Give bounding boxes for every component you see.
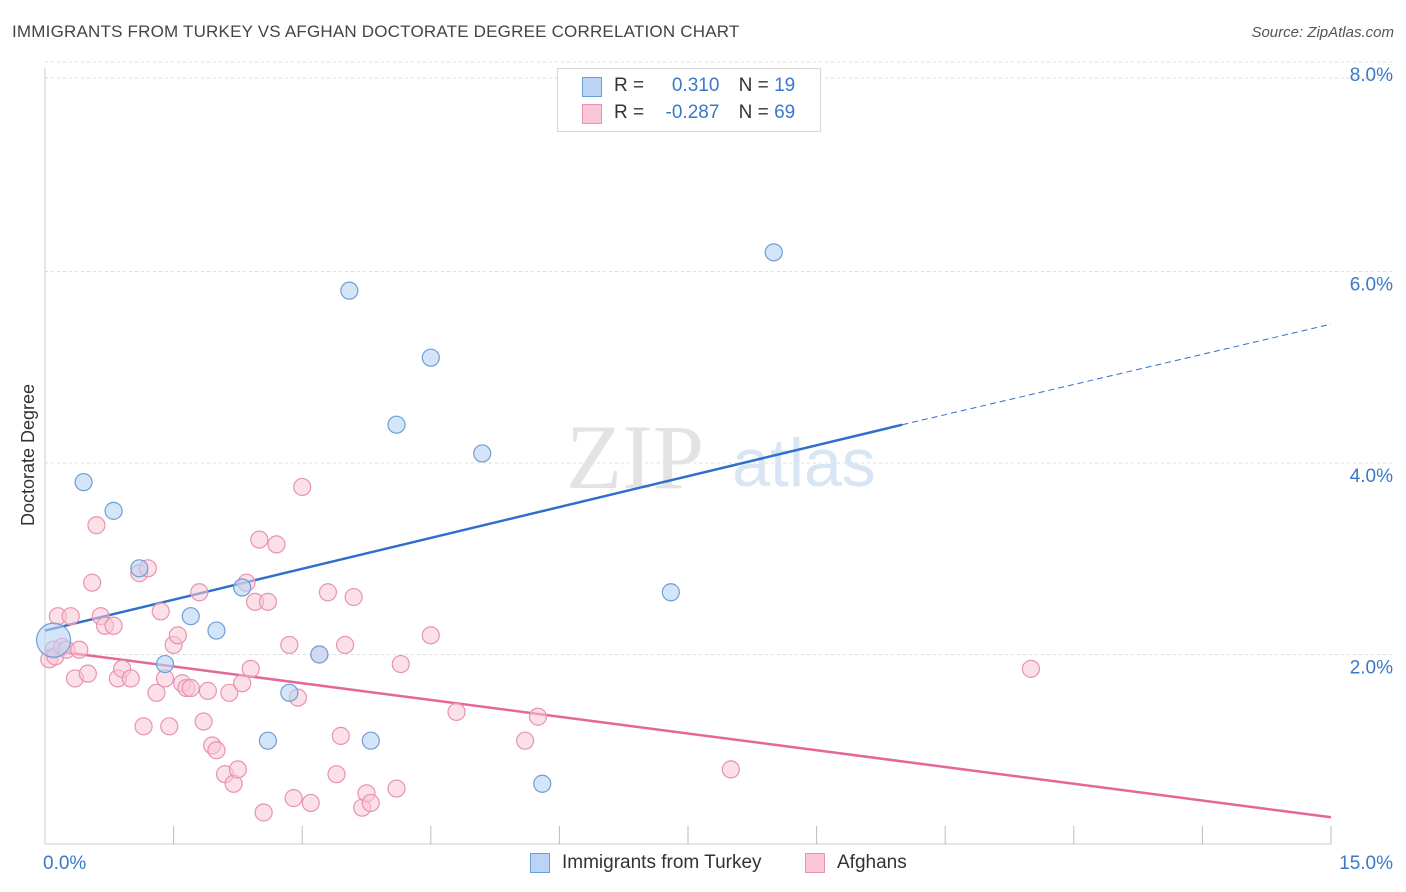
turkey-point (473, 444, 492, 463)
afghans-point (258, 592, 278, 611)
afghans-point (228, 760, 247, 779)
turkey-point (233, 578, 252, 597)
afghans-point (280, 635, 299, 655)
turkey-point (280, 683, 299, 702)
afghans-point (516, 731, 535, 750)
afghans-point (160, 717, 179, 736)
afghans-point (250, 530, 269, 549)
y-axis-label: Doctorate Degree (18, 384, 38, 526)
series-legend: Immigrants from Turkey Afghans (0, 852, 1406, 876)
afghans-point (1021, 659, 1041, 678)
afghans-point (207, 741, 226, 760)
turkey-point (130, 559, 149, 578)
afghans-point (447, 702, 466, 722)
afghans-point (301, 793, 320, 813)
legend-swatch-afghans (582, 104, 602, 124)
afghans-point (344, 587, 363, 607)
x-tick-label: 0.0% (43, 853, 86, 874)
afghans-point (327, 765, 346, 784)
afghans-point (104, 616, 123, 635)
turkey-points (35, 243, 783, 793)
trend-line-turkey-extension (902, 323, 1332, 426)
legend-swatch-turkey (582, 77, 602, 97)
turkey-point (361, 731, 380, 750)
afghans-point (267, 535, 286, 554)
legend-r-value-afghans: -0.287 (665, 102, 720, 123)
y-tick-label: 8.0% (1350, 65, 1393, 86)
afghans-point (181, 678, 200, 698)
afghans-point (198, 681, 217, 700)
turkey-point (181, 607, 200, 626)
legend-r-label: R = (614, 102, 645, 123)
legend-n-label: N = (738, 75, 769, 96)
turkey-point (155, 654, 175, 674)
afghans-point (78, 664, 97, 683)
afghans-point (331, 726, 350, 745)
x-tick-label: 15.0% (1339, 853, 1393, 874)
series-swatch-turkey (530, 853, 550, 873)
watermark-zip: ZIP (566, 406, 704, 508)
afghans-point (134, 717, 153, 736)
turkey-point (207, 621, 226, 640)
afghans-point (233, 674, 252, 693)
tick-labels: 2.0% 4.0% 6.0% 8.0% 0.0% 15.0% (43, 65, 1393, 874)
trend-line-turkey (44, 423, 903, 632)
afghans-point (318, 583, 338, 602)
afghans-point (194, 712, 213, 731)
legend-r-value-turkey: 0.310 (671, 75, 720, 96)
afghans-point (83, 573, 102, 592)
turkey-point (387, 415, 406, 434)
series-swatch-afghans (805, 853, 825, 873)
afghans-point (147, 683, 166, 702)
turkey-point (533, 774, 552, 793)
afghans-point (87, 516, 106, 535)
trend-lines (44, 323, 1332, 819)
afghans-point (361, 793, 380, 813)
turkey-point (258, 731, 278, 750)
afghans-point (61, 607, 80, 626)
turkey-point (661, 583, 680, 602)
afghans-point (391, 654, 410, 674)
afghans-point (121, 669, 140, 688)
series-label-turkey: Immigrants from Turkey (562, 852, 762, 873)
afghans-point (284, 789, 303, 808)
afghans-point (70, 640, 89, 659)
legend-n-value-turkey: 19 (774, 75, 796, 96)
turkey-point (35, 622, 72, 658)
turkey-point (764, 243, 783, 262)
gridlines (45, 61, 1392, 655)
afghans-point (387, 779, 406, 798)
trend-line-afghans (44, 648, 1332, 819)
afghans-point (721, 760, 740, 779)
afghans-point (190, 583, 209, 602)
afghans-point (293, 477, 312, 497)
turkey-point (340, 281, 359, 300)
afghans-point (254, 803, 273, 822)
legend-n-value-afghans: 69 (774, 102, 796, 123)
legend-r-label: R = (614, 75, 645, 96)
afghans-point (151, 602, 170, 621)
afghans-point (528, 707, 548, 726)
y-tick-label: 2.0% (1350, 658, 1393, 679)
turkey-point (421, 348, 440, 367)
turkey-point (74, 473, 93, 492)
afghans-point (335, 635, 355, 655)
y-tick-label: 4.0% (1350, 466, 1393, 487)
y-tick-label: 6.0% (1350, 275, 1393, 296)
turkey-point (104, 501, 123, 520)
afghans-point (241, 659, 260, 678)
afghans-point (220, 683, 239, 702)
axes (44, 68, 1332, 845)
afghans-points (40, 477, 1041, 822)
source-label: Source: ZipAtlas.com (1251, 24, 1394, 41)
turkey-point (310, 645, 329, 664)
stats-legend: R = 0.310 N = 19 R = -0.287 N = 69 (557, 68, 821, 132)
afghans-point (168, 626, 187, 645)
afghans-point (421, 626, 440, 645)
chart-title: IMMIGRANTS FROM TURKEY VS AFGHAN DOCTORA… (12, 22, 740, 41)
series-label-afghans: Afghans (837, 852, 907, 873)
legend-n-label: N = (738, 102, 769, 123)
